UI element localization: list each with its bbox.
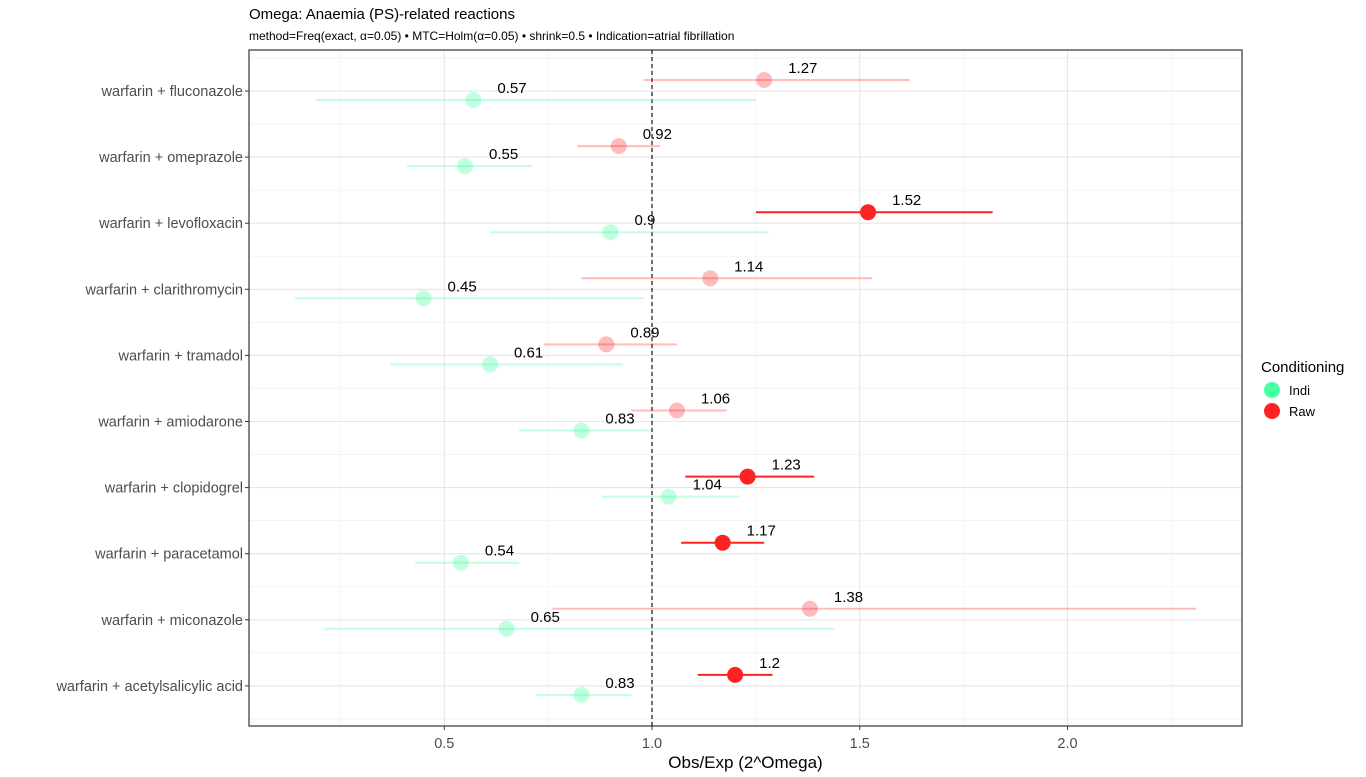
data-label-indi: 1.04 [693,477,722,494]
legend-key-raw [1264,403,1280,419]
x-axis-label: Obs/Exp (2^Omega) [668,753,822,772]
marks [294,72,1197,703]
data-label-raw: 1.06 [701,391,730,408]
x-tick-label: 2.0 [1057,736,1077,752]
point-indi [465,92,482,108]
point-indi [573,686,590,703]
x-tick-label: 1.5 [850,736,870,752]
point-indi [602,224,619,241]
data-label-indi: 0.61 [514,344,543,361]
data-label-raw: 1.17 [747,523,776,540]
point-indi [573,422,590,439]
point-raw [860,204,877,221]
point-indi [481,356,498,373]
point-indi [415,290,432,307]
point-raw [714,534,731,551]
data-label-indi: 0.83 [605,675,634,692]
legend-title: Conditioning [1261,359,1344,376]
x-tick-label: 0.5 [434,736,454,752]
point-raw [727,666,744,683]
labels: 0.57 0.55 0.9 0.45 0.61 0.83 1.04 0.54 0.65 0.83 1… [448,60,922,692]
y-tick-label: warfarin + clarithromycin [84,282,243,298]
point-raw [801,600,818,617]
y-tick-label: warfarin + miconazole [101,613,243,629]
data-label-indi: 0.65 [531,609,560,626]
legend-label-raw: Raw [1289,404,1316,419]
point-indi [457,158,474,175]
point-indi [498,620,515,637]
point-raw [702,270,719,287]
legend-label-indi: Indi [1289,383,1310,398]
point-raw [668,402,685,419]
axes: warfarin + fluconazole warfarin + omepraz… [55,49,1243,772]
data-label-raw: 1.38 [834,589,863,606]
point-raw [756,72,773,88]
chart-title: Omega: Anaemia (PS)-related reactions [249,6,515,23]
panel-border [248,49,1243,727]
data-label-raw: 1.14 [734,258,763,275]
y-tick-label: warfarin + acetylsalicylic acid [55,679,243,695]
data-label-indi: 0.55 [489,146,518,163]
point-indi [660,488,677,505]
legend-key-indi [1264,382,1280,398]
point-raw [598,336,615,353]
data-label-raw: 1.27 [788,60,817,77]
grid [249,50,1242,726]
data-label-raw: 1.2 [759,655,780,672]
y-tick-label: warfarin + fluconazole [101,84,243,100]
data-label-raw: 1.23 [772,457,801,474]
y-tick-label: warfarin + tramadol [117,348,243,364]
point-indi [452,554,469,571]
y-tick-label: warfarin + clopidogrel [104,481,243,497]
legend: Conditioning Indi Raw [1261,359,1344,419]
chart-subtitle: method=Freq(exact, α=0.05) • MTC=Holm(α=… [249,29,735,43]
data-label-indi: 0.57 [497,80,526,97]
data-label-raw: 0.89 [630,324,659,341]
point-raw [610,138,627,155]
data-label-indi: 0.83 [605,411,634,428]
data-label-indi: 0.9 [634,212,655,229]
x-tick-label: 1.0 [642,736,662,752]
point-raw [739,468,756,485]
data-label-raw: 1.52 [892,192,921,209]
y-tick-label: warfarin + levofloxacin [98,216,243,232]
data-label-raw: 0.92 [643,126,672,143]
y-tick-label: warfarin + amiodarone [97,415,243,431]
data-label-indi: 0.54 [485,543,514,560]
y-tick-label: warfarin + omeprazole [98,150,243,166]
data-label-indi: 0.45 [448,278,477,295]
y-tick-label: warfarin + paracetamol [94,547,243,563]
